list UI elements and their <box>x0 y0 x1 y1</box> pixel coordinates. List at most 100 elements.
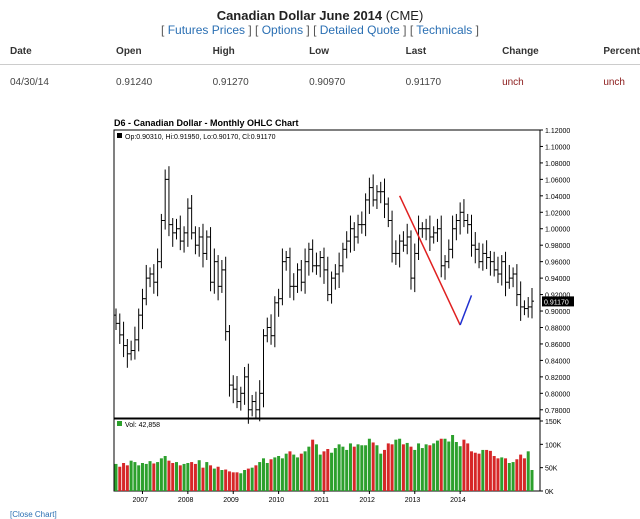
volume-bar <box>299 453 303 491</box>
volume-bar <box>371 442 375 491</box>
volume-bar <box>462 439 466 491</box>
volume-bar <box>125 465 129 491</box>
volume-legend-swatch <box>117 421 122 426</box>
quote-table: Date Open High Low Last Change Percent 0… <box>0 38 640 100</box>
x-tick-label: 2013 <box>405 497 421 504</box>
volume-tick-label: 0K <box>545 489 554 496</box>
quote-links: [ Futures Prices ] [ Options ] [ Detaile… <box>161 23 479 37</box>
volume-bar <box>504 458 508 491</box>
volume-bar <box>201 467 205 491</box>
volume-bar <box>314 444 318 491</box>
volume-bar <box>258 462 262 491</box>
exchange-label: (CME) <box>385 8 424 23</box>
ohlc-chart: D6 - Canadian Dollar - Monthly OHLC Char… <box>113 118 574 504</box>
volume-bar <box>477 453 481 491</box>
volume-bar <box>390 444 394 491</box>
volume-bar <box>379 453 383 491</box>
col-open-header: Open <box>106 38 203 65</box>
volume-bar <box>394 439 398 491</box>
volume-bar <box>507 463 511 491</box>
volume-bar <box>239 473 243 491</box>
x-tick-label: 2014 <box>450 497 466 504</box>
volume-bar <box>273 457 277 491</box>
close-chart-link[interactable]: [Close Chart] <box>10 510 57 519</box>
trendlines <box>398 195 473 326</box>
volume-bar <box>231 472 235 491</box>
volume-bars <box>114 435 534 491</box>
volume-bar <box>220 470 224 491</box>
volume-bar <box>330 452 334 491</box>
x-tick-label: 2011 <box>314 497 329 504</box>
col-low-header: Low <box>299 38 396 65</box>
price-tick-label: 0.88000 <box>545 325 570 332</box>
volume-bar <box>481 449 485 491</box>
volume-bar <box>303 451 307 491</box>
volume-bar <box>401 444 405 491</box>
volume-tick-label: 50K <box>545 466 558 473</box>
volume-bar <box>156 462 160 491</box>
volume-bar <box>311 439 315 491</box>
price-tick-label: 1.06000 <box>545 177 570 184</box>
price-bars <box>114 166 534 424</box>
volume-bar <box>216 466 220 491</box>
price-tick-label: 0.80000 <box>545 391 570 398</box>
col-change-header: Change <box>492 38 594 65</box>
volume-bar <box>137 465 141 491</box>
volume-bar <box>420 448 424 491</box>
volume-bar <box>129 460 133 491</box>
price-tick-label: 1.08000 <box>545 161 570 168</box>
volume-bar <box>318 454 322 491</box>
volume-bar <box>307 446 311 491</box>
volume-bar <box>409 446 413 491</box>
price-tick-label: 0.94000 <box>545 276 570 283</box>
volume-bar <box>140 463 144 491</box>
link-technicals[interactable]: Technicals <box>416 23 473 37</box>
volume-bar <box>352 446 356 491</box>
volume-bar <box>171 463 175 491</box>
volume-bar <box>405 442 409 491</box>
volume-bar <box>193 463 197 491</box>
volume-bar <box>178 465 182 491</box>
volume-bar <box>424 444 428 491</box>
volume-bar <box>515 459 519 491</box>
volume-bar <box>522 458 526 491</box>
x-tick-label: 2007 <box>132 497 148 504</box>
volume-bar <box>269 459 273 491</box>
volume-bar <box>375 445 379 491</box>
volume-bar <box>360 445 364 491</box>
volume-bar <box>432 443 436 491</box>
volume-bar <box>182 463 186 491</box>
price-tick-label: 0.98000 <box>545 243 570 250</box>
volume-bar <box>348 443 352 491</box>
x-tick-label: 2009 <box>223 497 239 504</box>
volume-tick-label: 150K <box>545 419 562 426</box>
volume-bar <box>383 449 387 491</box>
volume-bar <box>175 462 179 491</box>
page-title: Canadian Dollar June 2014 (CME) <box>0 8 640 23</box>
link-detailed-quote[interactable]: Detailed Quote <box>319 23 400 37</box>
volume-bar <box>386 443 390 491</box>
col-percent-header: Percent <box>593 38 640 65</box>
volume-bar <box>367 438 371 491</box>
price-plot-frame <box>113 129 541 419</box>
volume-bar <box>277 456 281 491</box>
volume-bar <box>413 449 417 491</box>
volume-bar <box>148 461 152 491</box>
price-tick-label: 1.10000 <box>545 144 570 151</box>
cell-low: 0.90970 <box>309 77 346 88</box>
volume-bar <box>341 446 345 491</box>
price-legend-swatch <box>117 133 122 138</box>
volume-bar <box>500 457 504 491</box>
volume-bar <box>356 444 360 491</box>
volume-bar <box>292 454 296 491</box>
trendline-red <box>398 195 461 326</box>
volume-bar <box>227 471 231 491</box>
last-price-box <box>542 296 574 307</box>
link-options[interactable]: Options <box>261 23 304 37</box>
price-tick-label: 0.84000 <box>545 358 570 365</box>
volume-bar <box>322 451 326 491</box>
volume-bar <box>243 470 247 491</box>
link-futures-prices[interactable]: Futures Prices <box>167 23 246 37</box>
volume-bar <box>186 463 190 491</box>
price-tick-label: 1.00000 <box>545 227 570 234</box>
